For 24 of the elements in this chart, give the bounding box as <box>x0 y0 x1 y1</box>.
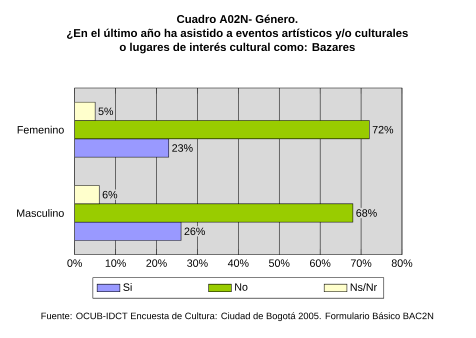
y-tick-label: Masculino <box>17 209 64 217</box>
data-label: 23% <box>172 144 193 152</box>
bar <box>74 204 354 222</box>
legend-label: Ns/Nr <box>350 283 377 291</box>
x-tick-label: 50% <box>268 259 290 267</box>
x-tick-label: 60% <box>310 259 330 267</box>
source-note: Fuente: OCUB-IDCT Encuesta de Cultura: Ciudad de Bogotá 2005. Formulario Básico BAC2N <box>42 312 434 322</box>
data-label: 68% <box>356 209 377 217</box>
bar <box>74 120 370 140</box>
data-label: 5% <box>98 108 114 116</box>
data-label: 6% <box>102 190 118 198</box>
x-tick-label: 70% <box>350 259 372 267</box>
x-tick-label: 40% <box>228 259 249 267</box>
legend-label: No <box>235 283 248 291</box>
x-tick-label: 80% <box>392 259 412 267</box>
x-tick-label: 0% <box>67 259 82 267</box>
x-tick-label: 10% <box>106 259 126 267</box>
x-tick-label: 30% <box>187 259 208 267</box>
y-tick-label: Femenino <box>18 126 64 134</box>
legend-label: Si <box>123 283 132 291</box>
chart-title: Cuadro A02N- Género. ¿En el último año ha asistido a eventos artísticos y/o culturales o lugares de interés cultural como: Bazares <box>66 14 408 54</box>
data-label: 72% <box>372 126 394 134</box>
x-tick-label: 20% <box>146 259 167 267</box>
data-label: 26% <box>184 228 205 236</box>
